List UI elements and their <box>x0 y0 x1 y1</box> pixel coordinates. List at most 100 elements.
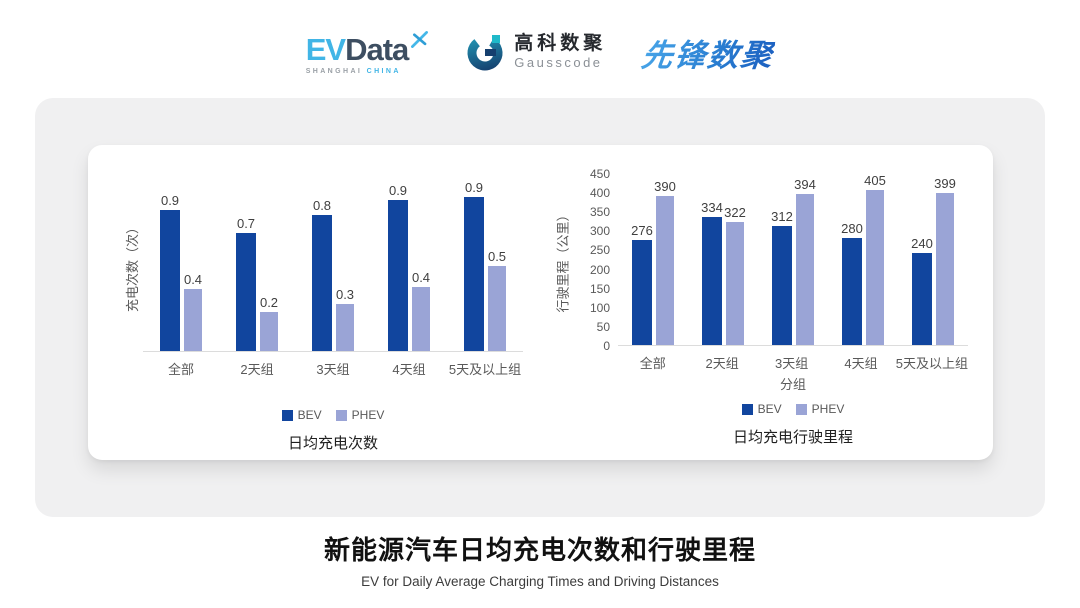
legend-swatch <box>741 403 753 415</box>
y-tick-label: 150 <box>589 281 610 296</box>
evdata-tagline: SHANGHAI CHINA <box>306 68 401 75</box>
phev-bar: 399 <box>934 176 956 345</box>
bar-value-label: 390 <box>654 178 676 194</box>
legend-item: BEV <box>741 402 782 416</box>
legend-label: PHEV <box>811 402 845 416</box>
evdata-tagline-shanghai: SHANGHAI <box>305 67 363 75</box>
bev-bar: 276 <box>631 223 653 345</box>
bar-value-label: 0.9 <box>388 183 408 199</box>
evdata-data-text: Data <box>345 31 409 67</box>
category-label: 4天组 <box>392 362 426 377</box>
bev-bar: 312 <box>771 209 793 345</box>
legend-swatch <box>795 403 807 415</box>
bar-value-label: 280 <box>841 220 863 236</box>
y-tick-label: 50 <box>596 319 610 334</box>
bar-group: 0.9 0.4 <box>143 180 219 351</box>
chart-card: 充电次数（次） 0.9 0.4 0.7 0.2 0.8 0.3 0.9 0.4 0.9 0.5 全… <box>88 145 993 460</box>
bar-value-label: 322 <box>724 204 746 220</box>
bar-group: 0.8 0.3 <box>295 180 371 351</box>
bar-group: 0.9 0.4 <box>371 180 447 351</box>
chart-daily-driving-distance: 行驶里程（公里） 0 50 100 150 200 250 300 350 400 450 276… <box>556 159 968 447</box>
phev-bar: 0.4 <box>412 270 430 351</box>
y-axis-ticks <box>101 180 135 352</box>
x-axis-label <box>143 380 523 396</box>
legend-label: BEV <box>297 408 322 422</box>
outer-card: 充电次数（次） 0.9 0.4 0.7 0.2 0.8 0.3 0.9 0.4 0.9 0.5 全… <box>35 98 1045 517</box>
pinwheel-star-icon <box>411 30 429 48</box>
category-label: 3天组 <box>316 362 350 377</box>
category-label: 2天组 <box>240 362 274 377</box>
y-tick-label: 450 <box>589 167 610 181</box>
bar-value-label: 405 <box>864 173 886 189</box>
gausscode-en-name: Gausscode <box>514 55 603 71</box>
bev-bar: 0.9 <box>388 183 408 351</box>
evdata-ev-text: EV <box>305 31 346 67</box>
bar-value-label: 0.9 <box>464 180 484 196</box>
bar-group: 280 405 <box>828 173 898 345</box>
bar-value-label: 0.7 <box>236 216 256 232</box>
evdata-wordmark: EV Data <box>306 30 430 65</box>
category-label: 4天组 <box>844 356 878 371</box>
y-axis-label: 行驶里程（公里） <box>555 207 571 313</box>
legend-label: BEV <box>757 402 782 416</box>
gausscode-cn-name: 高科数聚 <box>514 33 607 55</box>
bar-value-label: 334 <box>701 200 723 216</box>
bar-value-label: 0.8 <box>312 198 332 214</box>
phev-bar: 405 <box>864 173 886 345</box>
phev-bar: 0.4 <box>184 272 202 351</box>
category-label: 全部 <box>167 362 194 377</box>
gausscode-text: 高科数聚 Gausscode <box>514 34 606 70</box>
logo-bar: EV Data SHANGHAI CHINA 高科数聚 <box>0 22 1080 82</box>
bar-value-label: 0.4 <box>183 271 203 287</box>
bar-value-label: 0.5 <box>487 248 507 264</box>
bar-value-label: 0.3 <box>335 286 355 302</box>
bar-group: 240 399 <box>898 174 968 345</box>
legend: BEV PHEV <box>618 402 968 416</box>
legend-item: PHEV <box>795 402 845 416</box>
bev-bar: 0.7 <box>236 216 256 351</box>
bev-bar: 0.9 <box>464 180 484 351</box>
bar-group: 334 322 <box>688 174 758 345</box>
bar-value-label: 312 <box>771 208 793 224</box>
category-label: 全部 <box>639 356 666 371</box>
y-tick-label: 400 <box>589 186 610 201</box>
bar-value-label: 276 <box>631 222 653 238</box>
phev-bar: 0.2 <box>260 295 278 351</box>
y-tick-label: 300 <box>589 224 610 239</box>
legend: BEV PHEV <box>143 408 523 422</box>
bar-value-label: 399 <box>934 175 956 191</box>
y-tick-label: 200 <box>589 262 610 277</box>
bev-bar: 0.8 <box>312 198 332 351</box>
y-tick-label: 250 <box>589 243 610 258</box>
footer-title-block: 新能源汽车日均充电次数和行驶里程 EV for Daily Average Ch… <box>0 530 1080 589</box>
bar-value-label: 0.4 <box>411 270 431 286</box>
category-label: 5天及以上组 <box>895 356 968 371</box>
bar-value-label: 0.2 <box>259 294 279 310</box>
x-axis-categories: 全部 2天组 3天组 4天组 5天及以上组 <box>143 359 523 378</box>
bar-group: 0.9 0.5 <box>447 180 523 351</box>
page-title: 新能源汽车日均充电次数和行驶里程 <box>323 535 756 565</box>
x-axis-categories: 全部 2天组 3天组 4天组 5天及以上组 <box>618 353 968 372</box>
plot-area: 276 390 334 322 312 394 280 405 240 399 <box>618 173 968 346</box>
legend-item: PHEV <box>335 408 385 422</box>
evdata-tagline-china: CHINA <box>366 67 401 75</box>
category-label: 5天及以上组 <box>448 362 522 377</box>
gausscode-logo: 高科数聚 Gausscode <box>465 32 606 72</box>
bar-group: 0.7 0.2 <box>219 180 295 351</box>
bar-value-label: 240 <box>911 236 933 252</box>
bev-bar: 280 <box>841 221 863 345</box>
y-axis-ticks: 0 50 100 150 200 250 300 350 400 450 <box>576 167 610 353</box>
bar-group: 312 394 <box>758 174 828 345</box>
category-label: 3天组 <box>774 356 809 371</box>
legend-swatch <box>335 409 347 421</box>
legend-swatch <box>281 409 293 421</box>
evdata-logo: EV Data SHANGHAI CHINA <box>306 30 430 75</box>
bar-value-label: 394 <box>794 177 816 193</box>
chart-title: 日均充电行驶里程 <box>732 429 853 446</box>
plot-area: 0.9 0.4 0.7 0.2 0.8 0.3 0.9 0.4 0.9 0.5 <box>143 180 523 352</box>
bev-bar: 240 <box>911 236 933 345</box>
legend-label: PHEV <box>351 408 385 422</box>
phev-bar: 390 <box>654 179 676 345</box>
legend-item: BEV <box>281 408 322 422</box>
category-label: 2天组 <box>705 356 739 371</box>
